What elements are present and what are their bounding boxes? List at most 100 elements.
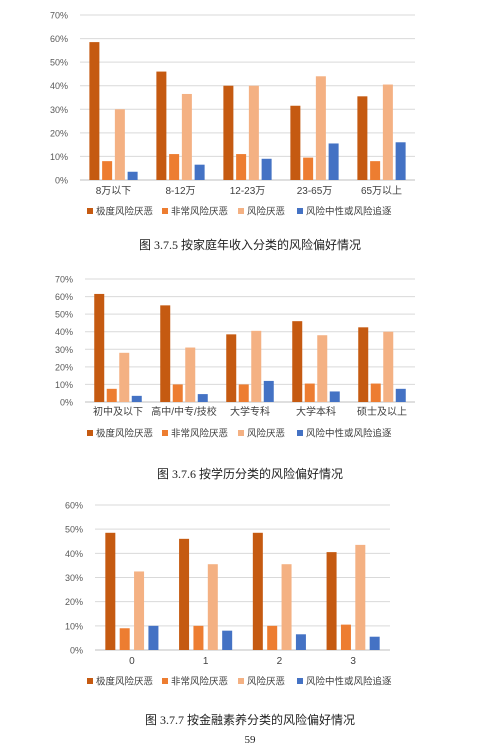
bar: [292, 321, 303, 402]
category-label: 0: [129, 656, 135, 667]
chart-education: 0% 10% 20% 30% 40% 50% 60% 70% 初中及以下 高中/中专/技校 大学专科…: [0, 268, 500, 448]
bar: [223, 85, 234, 180]
bar: [369, 636, 380, 650]
legend-swatch: [297, 678, 303, 684]
category-label: 12-23万: [230, 186, 266, 197]
category-label: 3: [350, 656, 356, 667]
legend-swatch: [297, 208, 303, 214]
legend-label: 风险中性或风险追逐: [306, 206, 392, 218]
bar: [326, 552, 337, 650]
category-label: 高中/中专/技校: [151, 405, 217, 418]
bar: [114, 109, 125, 180]
bar: [105, 532, 116, 650]
chart-literacy-svg: 0% 10% 20% 30% 40% 50% 60% 0 1 2 3 极度风险厌恶 非常风险厌恶 风险厌恶…: [65, 501, 392, 688]
legend-label: 极度风险厌恶: [96, 428, 153, 440]
y-tick-label: 20%: [65, 597, 83, 607]
bar: [355, 544, 366, 650]
bar: [119, 628, 130, 650]
y-tick-label: 20%: [50, 128, 68, 138]
bar: [148, 625, 159, 650]
y-tick-label: 40%: [50, 81, 68, 91]
bar: [382, 84, 393, 180]
bar: [281, 564, 292, 650]
bar: [226, 334, 237, 402]
caption-income: 图 3.7.5 按家庭年收入分类的风险偏好情况: [138, 238, 361, 252]
bar: [222, 630, 233, 650]
bar: [248, 85, 259, 180]
legend-swatch: [162, 208, 168, 214]
legend-label: 风险中性或风险追逐: [306, 676, 392, 688]
y-tick-label: 10%: [55, 380, 73, 390]
y-tick-label: 60%: [50, 34, 68, 44]
bar: [290, 105, 301, 180]
bar: [156, 71, 167, 180]
bar: [197, 394, 208, 402]
bar: [370, 161, 381, 180]
bar: [251, 330, 262, 402]
bar: [317, 335, 328, 402]
bar: [193, 625, 204, 650]
y-tick-label: 60%: [55, 292, 73, 302]
bar: [179, 538, 190, 650]
category-label: 23-65万: [297, 186, 333, 197]
category-label: 2: [277, 656, 283, 667]
y-tick-label: 10%: [50, 152, 68, 162]
caption-literacy: 图 3.7.7 按金融素养分类的风险偏好情况: [144, 713, 355, 727]
y-tick-label: 0%: [70, 646, 83, 656]
legend-label: 风险厌恶: [247, 428, 285, 440]
legend-label: 风险厌恶: [247, 676, 285, 688]
bar: [328, 143, 339, 180]
bar: [329, 391, 340, 402]
bar: [267, 625, 278, 650]
category-label: 8万以下: [96, 186, 132, 197]
bar: [357, 96, 368, 180]
bar: [395, 388, 406, 402]
y-tick-label: 30%: [50, 105, 68, 115]
chart-income-svg: 0% 10% 20% 30% 40% 50% 60% 70% 8万以下 8-12万 12-23万 23…: [50, 11, 415, 218]
category-label: 大学本科: [296, 405, 336, 418]
bar: [261, 158, 272, 180]
bar: [295, 634, 306, 650]
bar: [89, 42, 100, 180]
y-tick-label: 0%: [55, 176, 68, 186]
bar: [236, 154, 247, 180]
legend-label: 极度风险厌恶: [96, 676, 153, 688]
bar: [252, 532, 263, 650]
legend-label: 风险厌恶: [247, 206, 285, 218]
category-label: 初中及以下: [93, 405, 143, 418]
legend-swatch: [162, 678, 168, 684]
bar: [169, 154, 180, 180]
bar: [134, 571, 145, 650]
caption-education: 图 3.7.6 按学历分类的风险偏好情况: [156, 467, 343, 481]
bar: [303, 157, 314, 180]
y-tick-label: 60%: [65, 501, 83, 511]
legend-swatch: [87, 430, 93, 436]
category-label: 1: [203, 656, 209, 667]
y-tick-label: 30%: [65, 573, 83, 583]
bar: [172, 384, 183, 402]
chart-literacy: 0% 10% 20% 30% 40% 50% 60% 0 1 2 3 极度风险厌恶 非常风险厌恶 风险厌恶…: [0, 496, 500, 696]
bar: [127, 171, 138, 180]
bar: [263, 380, 274, 402]
y-tick-label: 20%: [55, 362, 73, 372]
bar: [358, 327, 369, 402]
bar: [102, 161, 113, 180]
y-tick-label: 70%: [50, 11, 68, 21]
bar: [395, 142, 406, 180]
bar: [194, 164, 205, 180]
bar: [315, 76, 326, 180]
chart-income: 0% 10% 20% 30% 40% 50% 60% 70% 8万以下 8-12万 12-23万 23…: [0, 4, 500, 226]
legend-label: 非常风险厌恶: [171, 428, 228, 440]
bar: [185, 347, 196, 402]
bar: [207, 564, 218, 650]
legend-label: 非常风险厌恶: [171, 676, 228, 688]
bar: [119, 352, 130, 402]
bar: [181, 93, 192, 180]
y-tick-label: 70%: [55, 275, 73, 285]
legend-swatch: [238, 678, 244, 684]
y-tick-label: 40%: [55, 327, 73, 337]
bar: [131, 395, 142, 402]
category-label: 大学专科: [230, 405, 270, 418]
legend-swatch: [87, 678, 93, 684]
legend-swatch: [238, 430, 244, 436]
